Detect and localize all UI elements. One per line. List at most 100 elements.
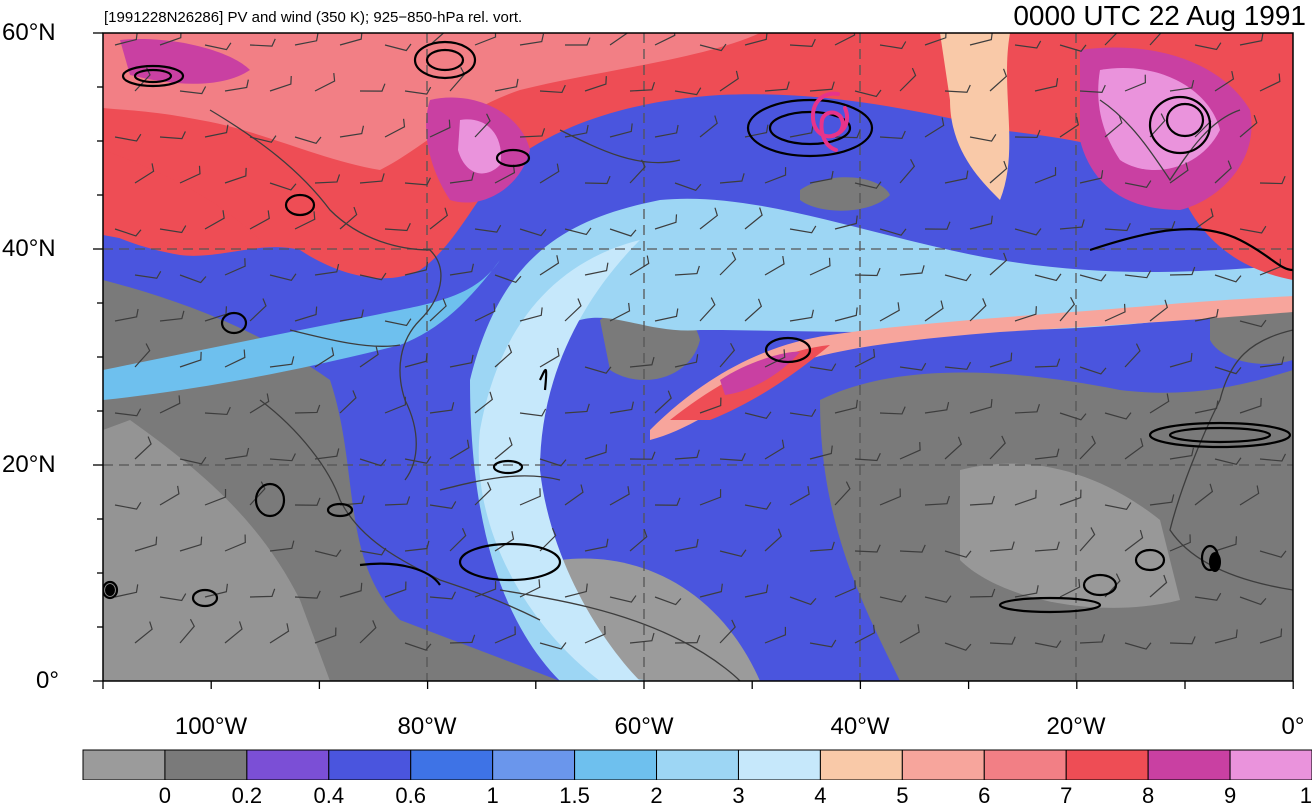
colorbar-swatch	[328, 749, 412, 780]
wind-barb	[1149, 393, 1170, 414]
colorbar-swatch	[82, 749, 166, 780]
wind-barb	[834, 399, 858, 414]
pv-region-high	[120, 39, 250, 84]
wind-barb	[719, 619, 736, 644]
wind-barb	[1104, 412, 1132, 420]
wind-barb	[879, 228, 907, 236]
wind-barb	[249, 135, 277, 143]
wind-barb	[134, 270, 162, 279]
wind-barb	[899, 442, 921, 460]
wind-barb	[1034, 167, 1057, 184]
wind-barb	[204, 124, 229, 138]
lat-label-40n: 40°N	[2, 235, 56, 262]
wind-barb	[1194, 483, 1214, 506]
wind-barb	[674, 265, 700, 276]
wind-barb	[114, 408, 142, 417]
wind-barb	[494, 531, 515, 552]
wind-barb	[1059, 296, 1076, 322]
wind-barb	[719, 549, 747, 557]
wind-barb	[204, 42, 232, 51]
wind-barb	[1059, 489, 1082, 506]
wind-barb	[159, 225, 187, 234]
wind-barb	[629, 356, 655, 368]
wind-barb	[899, 362, 927, 371]
wind-barb	[944, 642, 972, 651]
pv-channel	[103, 260, 500, 400]
wind-barb	[609, 486, 630, 506]
wind-barb	[179, 165, 201, 184]
wind-barb	[899, 67, 917, 92]
wind-barb	[384, 496, 411, 506]
wind-barb	[699, 43, 727, 52]
wind-barb	[764, 626, 787, 644]
colorbar-level-label: 0.6	[395, 783, 427, 808]
colorbar-level-label: 0.2	[231, 783, 263, 808]
wind-barb	[224, 447, 250, 460]
wind-barb	[744, 411, 772, 420]
wind-barb	[1259, 175, 1286, 185]
wind-barb	[809, 81, 835, 92]
wind-barb	[629, 255, 650, 276]
wind-barb	[879, 595, 907, 603]
wind-barb	[1034, 640, 1062, 649]
wind-barb	[449, 634, 476, 644]
wind-barb	[1194, 208, 1214, 230]
wind-barb	[854, 348, 876, 368]
wind-barb	[969, 215, 993, 230]
wind-barb	[944, 436, 963, 460]
wind-barb	[404, 177, 431, 186]
wind-barb	[764, 255, 785, 276]
wind-barb	[339, 582, 363, 598]
vorticity-contours	[103, 40, 1293, 614]
wind-barb	[539, 163, 560, 184]
valid-time: 0000 UTC 22 Aug 1991	[1013, 0, 1306, 31]
wind-barb	[1014, 585, 1039, 598]
wind-barb	[429, 591, 456, 600]
wind-barb	[1079, 435, 1096, 460]
wind-barb	[989, 352, 1013, 368]
wind-barb	[584, 262, 609, 276]
wind-barb	[944, 361, 972, 370]
colorbar-swatch	[656, 749, 739, 780]
wind-barb	[224, 534, 246, 552]
wind-barb	[854, 624, 876, 644]
wind-barb	[1079, 273, 1107, 282]
wind-barb	[654, 124, 679, 138]
wind-barb	[1194, 308, 1219, 322]
wind-barb	[1214, 536, 1238, 552]
wind-barb	[564, 37, 591, 46]
colorbar-level-label: 7	[1060, 783, 1073, 808]
wind-barb	[1124, 343, 1141, 368]
wind-barb	[1214, 457, 1242, 465]
colorbar-level-label: 6	[978, 783, 991, 808]
wind-barb	[314, 549, 342, 557]
wind-barb	[789, 124, 814, 138]
colorbar-level-label: 1	[486, 783, 499, 808]
wind-barb	[384, 318, 412, 327]
wind-barb	[989, 160, 1008, 184]
wind-barb	[159, 593, 187, 602]
wind-barb	[314, 263, 340, 276]
wind-barb	[269, 356, 295, 368]
wind-barb	[1104, 502, 1132, 510]
wind-barb	[519, 128, 546, 138]
wind-barb	[609, 595, 637, 603]
colorbar-swatch	[1065, 749, 1149, 780]
wind-barb	[494, 626, 516, 644]
wind-barb	[519, 408, 547, 417]
wind-barb	[269, 273, 297, 281]
wind-barb	[339, 125, 365, 138]
wind-barb	[564, 583, 588, 598]
wind-barb	[744, 584, 769, 598]
wind-barb	[1239, 596, 1267, 606]
wind-barb	[359, 620, 377, 644]
wind-barb	[1014, 40, 1042, 49]
wind-barb	[764, 439, 785, 460]
wind-barb	[1169, 162, 1189, 184]
wind-barb	[294, 590, 321, 599]
lon-label-100w: 100°W	[174, 713, 248, 740]
wind-barb	[1239, 33, 1264, 46]
wind-barb	[339, 309, 364, 322]
wind-barb	[384, 223, 411, 232]
wind-barb	[1059, 219, 1085, 230]
